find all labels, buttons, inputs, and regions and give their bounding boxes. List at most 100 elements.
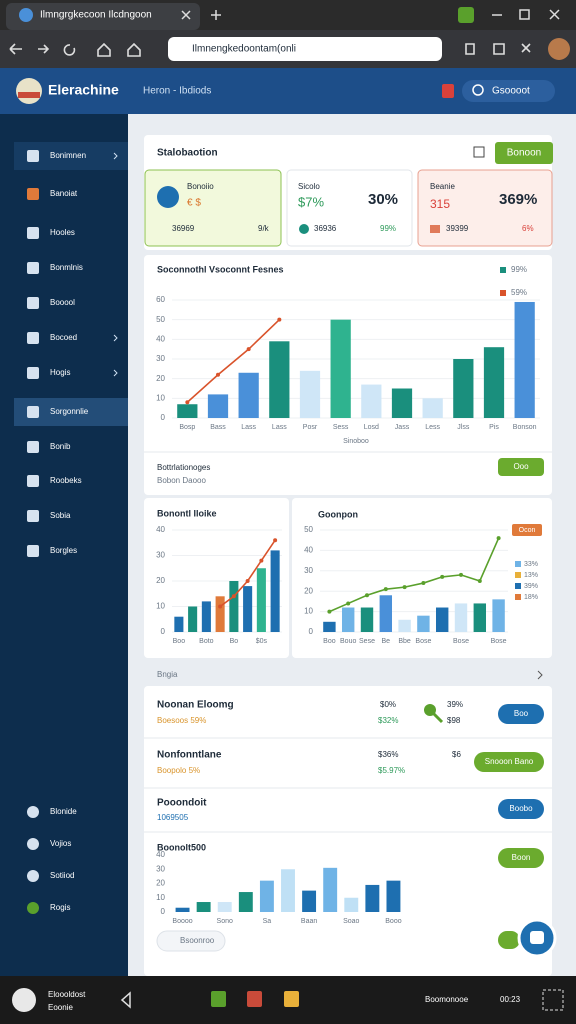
bar bbox=[281, 869, 295, 912]
sidebar-item[interactable]: Sobia bbox=[50, 511, 71, 520]
profile-avatar[interactable] bbox=[548, 38, 570, 60]
tab[interactable] bbox=[6, 3, 200, 30]
nav-buttons[interactable] bbox=[9, 42, 141, 57]
address-bar[interactable] bbox=[168, 37, 442, 61]
row-title[interactable]: Noonan Eloomg bbox=[157, 700, 234, 711]
legend-swatch bbox=[515, 561, 521, 567]
user-avatar[interactable] bbox=[12, 988, 36, 1012]
x-tick-label: Boo bbox=[323, 638, 336, 645]
sidebar-item[interactable]: Roobeks bbox=[50, 476, 82, 485]
toolbar-icons[interactable] bbox=[465, 43, 531, 55]
x-tick-label: Bose bbox=[415, 638, 431, 645]
bar bbox=[207, 394, 229, 418]
search-box[interactable] bbox=[462, 80, 555, 102]
app-icon[interactable] bbox=[211, 991, 226, 1007]
sidebar-icon bbox=[27, 367, 39, 379]
sidebar-item[interactable]: Blonide bbox=[50, 807, 77, 816]
sidebar-icon bbox=[27, 806, 39, 818]
bottom-pill[interactable] bbox=[156, 930, 226, 952]
row-value: $6 bbox=[452, 750, 461, 759]
insights-subtitle: Bobon Daooo bbox=[157, 476, 206, 485]
x-tick-label: Losd bbox=[364, 424, 379, 431]
line-point bbox=[185, 400, 190, 405]
stat-card[interactable] bbox=[417, 169, 553, 247]
bar bbox=[323, 621, 336, 632]
sidebar-item[interactable]: Bocoed bbox=[50, 333, 77, 342]
row-button[interactable] bbox=[498, 704, 544, 724]
x-tick-label: Booo bbox=[385, 918, 401, 925]
stat-dot bbox=[299, 224, 309, 234]
list-chevron[interactable] bbox=[537, 670, 543, 680]
line-point bbox=[346, 601, 351, 606]
header-nav[interactable]: Heron - Ibdiods bbox=[143, 86, 211, 97]
legend-button[interactable] bbox=[512, 524, 542, 536]
chart-button[interactable] bbox=[498, 848, 544, 868]
back-icon[interactable] bbox=[120, 991, 131, 1009]
app-icon[interactable] bbox=[247, 991, 262, 1007]
y-tick-label: 0 bbox=[309, 627, 314, 636]
summary-icon[interactable] bbox=[473, 146, 485, 158]
sidebar-item[interactable]: Hogis bbox=[50, 368, 70, 377]
small-button[interactable] bbox=[498, 931, 520, 949]
bar bbox=[299, 370, 321, 418]
bar bbox=[238, 892, 253, 912]
sidebar-item[interactable]: Banoiat bbox=[50, 189, 78, 198]
y-tick-label: 0 bbox=[161, 627, 166, 636]
summary-button[interactable] bbox=[495, 142, 553, 164]
sidebar-item[interactable]: Hooles bbox=[50, 228, 75, 237]
row-dividers bbox=[144, 737, 552, 833]
app-icon[interactable] bbox=[284, 991, 299, 1007]
y-tick-label: 30 bbox=[156, 354, 165, 363]
row-title[interactable]: Nonfonntlane bbox=[157, 750, 222, 761]
chart-card bbox=[292, 498, 552, 658]
insights-button[interactable] bbox=[498, 458, 544, 476]
qr-icon[interactable] bbox=[542, 989, 564, 1011]
stat-card[interactable] bbox=[144, 169, 282, 247]
sidebar-item[interactable]: Bonmlnis bbox=[50, 263, 83, 272]
line-point bbox=[245, 579, 250, 583]
line-point bbox=[383, 587, 388, 592]
stat-footer: 36969 bbox=[172, 224, 195, 233]
row-value: $0% bbox=[380, 700, 396, 709]
window-controls[interactable] bbox=[492, 9, 560, 20]
sidebar-icon bbox=[27, 870, 39, 882]
extension-icon[interactable] bbox=[458, 7, 474, 23]
tab-icons[interactable] bbox=[181, 10, 221, 20]
chart-title: Bonontl Iloike bbox=[157, 508, 217, 518]
stat-value: 315 bbox=[430, 197, 450, 211]
bar bbox=[483, 347, 505, 418]
y-tick-label: 10 bbox=[156, 602, 165, 611]
stat-card[interactable] bbox=[286, 169, 413, 247]
x-tick-label: Boooo bbox=[172, 918, 192, 925]
logo-text[interactable]: Elerachine bbox=[48, 82, 119, 98]
legend-label: 13% bbox=[524, 572, 538, 579]
stat-footer: 39399 bbox=[446, 224, 469, 233]
bar bbox=[238, 372, 259, 418]
alert-icon[interactable] bbox=[442, 84, 454, 98]
x-tick-label: Bouo bbox=[340, 638, 356, 645]
row-button[interactable] bbox=[474, 752, 544, 772]
bar bbox=[256, 568, 266, 632]
row-button[interactable] bbox=[498, 799, 544, 819]
bar bbox=[188, 606, 198, 632]
row-title[interactable]: Pooondoit bbox=[157, 798, 207, 809]
status-text: Boomonooe bbox=[425, 995, 469, 1004]
sidebar-item[interactable]: Rogis bbox=[50, 903, 70, 912]
sidebar-item[interactable]: Borgles bbox=[50, 546, 77, 555]
line-point bbox=[273, 538, 278, 543]
row-subtitle: 1069505 bbox=[157, 813, 189, 822]
sidebar-item[interactable]: Sotiiod bbox=[50, 871, 74, 880]
sidebar-item[interactable]: Vojios bbox=[50, 839, 71, 848]
row-button-label: Boobo bbox=[509, 804, 533, 813]
legend-swatch bbox=[500, 267, 506, 273]
sidebar-item[interactable]: Booool bbox=[50, 298, 75, 307]
sidebar-item[interactable]: Bonib bbox=[50, 442, 71, 451]
chart-title: Goonpon bbox=[318, 509, 358, 519]
sidebar-item[interactable]: Sorgonnlie bbox=[50, 407, 89, 416]
x-tick-label: Be bbox=[382, 638, 391, 645]
clock: 00:23 bbox=[500, 995, 521, 1004]
stat-title: Beanie bbox=[430, 182, 455, 191]
sidebar-item[interactable]: Bonimnen bbox=[50, 151, 86, 160]
x-tick-label: Soao bbox=[343, 918, 359, 925]
